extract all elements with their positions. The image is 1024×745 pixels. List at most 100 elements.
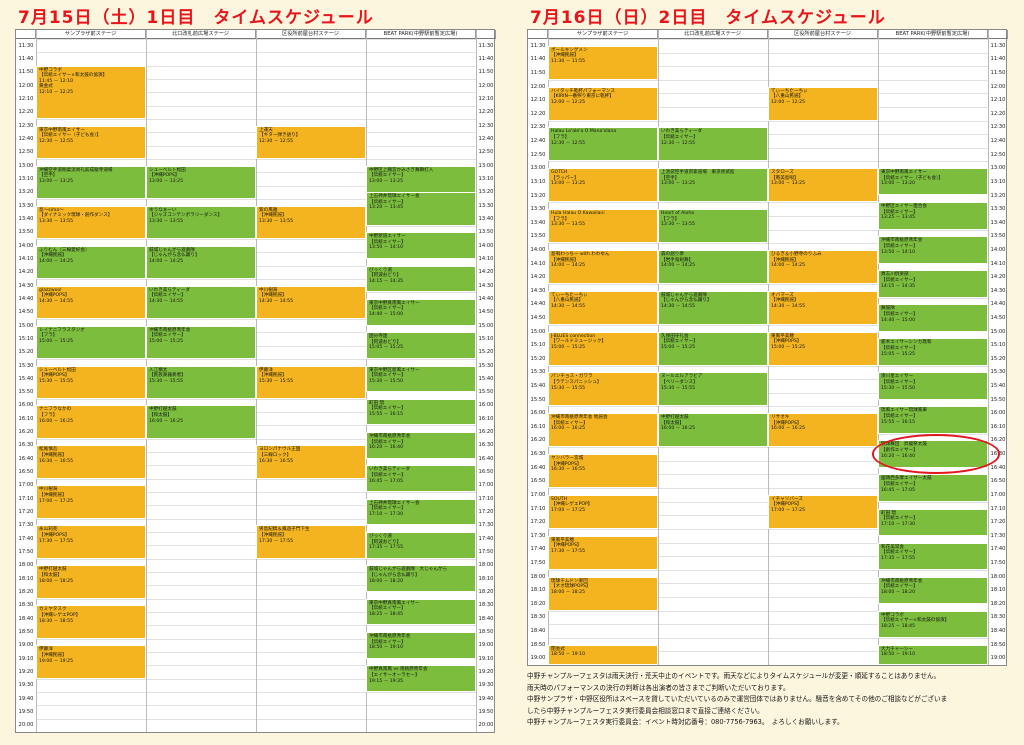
performer-name: 沖縄市南桃原青年会	[369, 634, 411, 640]
schedule-slot: 東京中野区新風エイサー 【伝統エイサー】 15:30 － 15:50	[366, 365, 476, 393]
highlight-circle	[872, 434, 1000, 474]
performer-name: いわき美らティーダ	[369, 467, 411, 473]
time-label-left: 14:40	[18, 295, 34, 302]
performer-name: シューベルト松田	[39, 367, 76, 373]
schedule-slot: 沖縄市南桃原青年会 【伝統エイサー】 18:50 － 19:10	[366, 632, 476, 659]
schedule-slot: 紫の風雅 【沖縄民謡】 13:30 － 13:55	[256, 205, 366, 239]
time-label-right: 19:50	[478, 709, 494, 715]
schedule-slot: 東風平美穂 【沖縄POPS】 15:00 － 15:25	[768, 331, 878, 366]
schedule-slot: 東風平美穂 【沖縄POPS】 17:30 － 17:55	[548, 535, 658, 570]
time-label-right: 16:30	[478, 442, 494, 449]
slot-detail: 14:30 － 14:55	[551, 303, 585, 309]
slot-detail: 【ベリーダンス】	[661, 380, 698, 385]
performer-name: 上石神井琉球エイサー会	[369, 194, 420, 200]
slot-detail: 12:00 － 12:25	[771, 99, 805, 105]
slot-detail: 14:00 － 14:25	[551, 263, 585, 269]
slot-detail: 19:15 － 19:35	[369, 678, 403, 684]
slot-detail: 17:00 － 17:25	[771, 508, 805, 514]
time-label-left: 13:50	[530, 233, 546, 240]
time-label-left: 15:50	[18, 389, 34, 396]
time-label-left: 11:40	[530, 56, 546, 63]
slot-detail: 14:00 － 14:25	[39, 258, 73, 264]
slot-detail: 【沖縄民謡】	[39, 253, 67, 259]
schedule-slot: 舞鼓隊 【伝統エイサー】 14:40 － 15:00	[878, 304, 988, 332]
time-label-left: 15:20	[530, 355, 546, 362]
performer-name: 中川樹海	[39, 487, 58, 493]
slot-detail: 【ネオ琉球POPS】	[551, 584, 591, 590]
slot-detail: 【和太鼓】	[661, 420, 684, 426]
time-label-right: 13:40	[478, 215, 494, 222]
schedule-slot: 鼓城じゃんがら遊劇隊 大じゃんがら 【じゃんがら念仏踊り】 18:00 － 18:2…	[366, 565, 476, 593]
time-label-right: 13:50	[478, 229, 494, 236]
slot-detail: 【沖縄民謡】	[259, 293, 287, 299]
slot-detail: 【ギター弾き語り】	[259, 133, 301, 139]
performer-name: Heart of Aloha	[661, 211, 695, 217]
performer-name: 伊藤洋	[39, 647, 53, 653]
slot-detail: 13:00 － 13:25	[149, 178, 183, 184]
slot-detail: 18:50 － 19:10	[369, 645, 403, 651]
slot-detail: 【伝統エイサー】	[369, 406, 406, 412]
slot-detail: 15:05 － 15:25	[881, 351, 915, 357]
time-label-left: 14:50	[530, 314, 546, 321]
time-label-right: 19:10	[478, 655, 494, 662]
slot-detail: 【伝統エイサー】	[661, 339, 698, 345]
time-label-left: 19:10	[18, 655, 34, 662]
performer-name: 町田 琉	[369, 400, 385, 406]
performer-name: 久保田守礼会	[661, 333, 689, 339]
time-label-left: 14:30	[530, 287, 546, 294]
time-label-left: 16:50	[18, 469, 34, 476]
performer-name: 中野打越太鼓	[39, 567, 67, 573]
slot-detail: 18:00 － 18:25	[39, 578, 73, 584]
slot-detail: 13:30 － 13:55	[149, 218, 183, 224]
time-label-right: 16:20	[478, 429, 494, 436]
time-label-left: 18:10	[530, 587, 546, 594]
time-label-left: 19:00	[18, 642, 34, 649]
slot-detail: 【伝統エイサー】	[369, 306, 406, 312]
performer-name: 東京中野区新風エイサー	[369, 367, 420, 373]
schedule-slot: パンチョス・ガワラ 【ラテンスパニッシュ】 15:30 － 15:55	[548, 372, 658, 407]
slot-detail: 17:30 － 17:55	[551, 548, 585, 554]
performer-name: 東京中野南風エイサー	[39, 127, 85, 133]
slot-detail: 【伝統エイサー】	[369, 473, 406, 479]
time-label-right: 18:30	[478, 602, 494, 609]
time-label-right: 15:30	[990, 369, 1006, 376]
time-label-left: 15:30	[530, 369, 546, 376]
time-label-right: 14:50	[990, 314, 1006, 321]
time-label-left: 19:20	[18, 669, 34, 676]
time-label-left: 14:10	[18, 255, 34, 262]
schedule-slot: ふりむん（三線愛好会） 【沖縄民謡】 14:00 － 14:25	[36, 245, 146, 279]
time-label-left: 18:40	[18, 615, 34, 622]
slot-detail: 16:30 － 16:55	[259, 458, 293, 464]
schedule-slot: 和花美常会 【伝統エイサー】 17:35 － 17:55	[878, 542, 988, 570]
performer-name: 森の語り衆	[661, 251, 684, 257]
slot-detail: 11:30 － 11:55	[551, 58, 585, 64]
slot-detail: 12:30 － 12:55	[259, 138, 293, 144]
slot-detail: 15:00 － 15:25	[149, 338, 183, 344]
slot-detail: 12:30 － 12:55	[551, 140, 585, 146]
slot-detail: 【阿波おどり】	[369, 539, 402, 545]
schedule-slot: 中野打越太鼓 【和太鼓】 16:00 － 16:25	[146, 405, 256, 439]
time-label-left: 20:00	[18, 722, 34, 729]
stage-header: 区役所前屋台村ステージ	[768, 30, 878, 39]
slot-detail: 【伝統エイサー】	[369, 173, 406, 179]
schedule-slot: 中川樹海 【沖縄民謡】 14:30 － 14:55	[256, 285, 366, 319]
performer-name: 中野真南風 vs 南桃原青年会	[369, 667, 428, 673]
performer-name: 上運天	[259, 127, 273, 133]
schedule-slot: ボールキングメン 【沖縄民謡】 11:30 － 11:55	[548, 45, 658, 80]
slot-detail: 【伝統エイサー×和太鼓の協演】	[39, 73, 108, 79]
performer-name: 東京中野真南風エイサー	[369, 600, 420, 606]
schedule-slot: 上石神井琉球エイサー会 【伝統エイサー】 17:10 － 17:30	[366, 498, 476, 526]
time-label-left: 17:10	[530, 505, 546, 512]
time-label-right: 12:40	[990, 138, 1006, 145]
performer-name: 紫の風雅	[259, 207, 278, 213]
slot-detail: 【ダイナミック琉球・創作ダンス】	[39, 213, 113, 219]
slot-detail: 13:00 － 13:25	[661, 181, 695, 187]
schedule-slot: 町田 琉【伝統エイサー】 15:55 － 16:15	[366, 398, 476, 426]
time-label-right: 13:20	[478, 189, 494, 196]
slot-detail: 【民族楽器奏者】	[149, 373, 186, 379]
slot-detail: 【沖縄民謡】	[39, 493, 67, 499]
time-label-left: 11:50	[530, 70, 546, 77]
slot-detail: 【伝統エイサー】	[881, 209, 918, 215]
performer-name: Halau Le'ale'a O Mana'olana	[551, 129, 617, 135]
schedule-slot: SOUTH 【沖縄レゲエPOP】 17:00 － 17:25	[548, 494, 658, 529]
